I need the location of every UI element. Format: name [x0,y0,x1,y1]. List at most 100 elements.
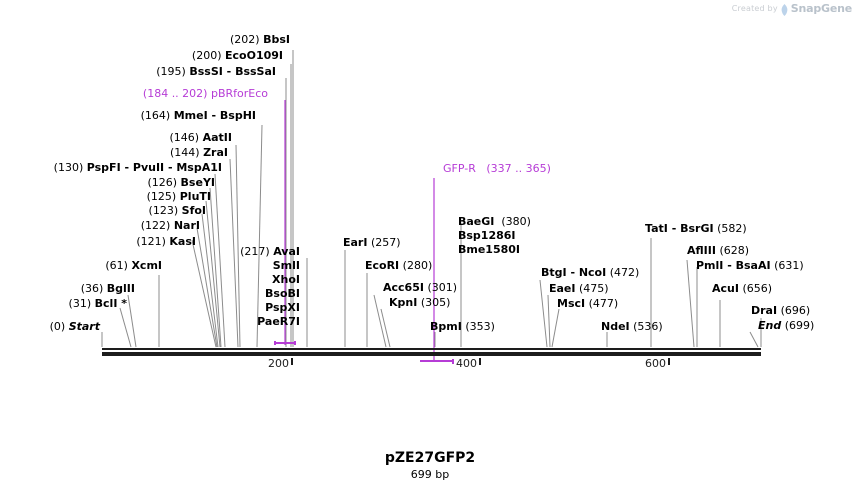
feature-label-gfpr[interactable]: GFP-R (337 .. 365) [443,163,551,175]
site-label-xcmi[interactable]: (61) XcmI [0,260,162,272]
site-pos-bsssi: (195) [156,65,186,78]
site-label-ecori[interactable]: EcoRI (280) [365,260,432,272]
leader-kasi [191,239,217,348]
site-label-ndei[interactable]: NdeI (536) [601,321,663,333]
site-label-avai-group[interactable]: (217) AvaI SmlI XhoI BsoBI PspXI PaeR7I [225,245,300,329]
site-pos-ecori: (280) [402,259,433,272]
site-enz-bseyi: BseYI [180,176,215,189]
site-label-bcli[interactable]: (31) BclI * [0,298,127,310]
site-label-start[interactable]: (0) Start [0,321,100,333]
site-label-kasi[interactable]: (121) KasI [0,236,196,248]
site-enz-afliii: AflIII [687,244,716,257]
site-enz-bcli: BclI * [94,297,127,310]
site-pos-nari: (122) [140,219,171,232]
site-label-pmli[interactable]: PmlI - BsaAI (631) [696,260,804,272]
feature-name-gfpr: GFP-R [443,162,476,175]
site-enz-start: Start [68,320,100,333]
site-label-bbsi[interactable]: (202) BbsI [0,34,290,46]
site-enz-pspxi: PspXI [265,301,300,314]
leader-acc65i [373,294,387,348]
site-pos-bbsi: (202) [230,33,260,46]
leader-pluti [205,200,221,348]
site-label-sfoi[interactable]: (123) SfoI [0,205,206,217]
site-label-aatii[interactable]: (146) AatII [0,132,232,144]
leader-drai [749,331,759,348]
site-label-acc65i[interactable]: Acc65I (301) [383,282,457,294]
site-label-bglii[interactable]: (36) BglII [0,283,135,295]
site-enz-bsobi: BsoBI [265,287,300,300]
site-label-drai[interactable]: DraI (696) [751,305,810,317]
site-enz-eari: EarI [343,236,368,249]
site-pos-bpmi: (353) [465,320,495,333]
feature-label-pbrforeco[interactable]: (184 .. 202) pBRforEco [0,88,268,100]
site-enz-bme1580i: Bme1580I [458,243,521,256]
site-label-nari[interactable]: (122) NarI [0,220,200,232]
site-pos-bcli: (31) [68,297,92,310]
site-pos-ndei: (536) [633,320,663,333]
backbone-top-line [102,348,761,350]
site-enz-xcmi: XcmI [131,259,162,272]
site-enz-zrai: ZraI [203,146,228,159]
site-label-afliii[interactable]: AflIII (628) [687,245,749,257]
ruler-label-400: 400 [456,357,477,370]
leader-eaei [547,294,551,348]
leader-zrai [229,158,239,348]
site-label-msci[interactable]: MscI (477) [557,298,618,310]
site-pos-kasi: (121) [136,235,166,248]
site-label-bsssi[interactable]: (195) BssSI - BssSaI [0,66,276,78]
site-enz-end: End [758,319,782,332]
site-pos-bglii: (36) [80,282,104,295]
site-pos-btgi: (472) [609,266,640,279]
plasmid-length: 699 bp [410,468,450,481]
site-label-mmei[interactable]: (164) MmeI - BspHI [0,110,256,122]
site-label-bseyi[interactable]: (126) BseYI [0,177,215,189]
site-pos-xcmi: (61) [105,259,128,272]
site-enz-sfoi: SfoI [181,204,206,217]
site-enz-ndei: NdeI [601,320,630,333]
site-enz-bbsi: BbsI [263,33,290,46]
site-label-pspfi[interactable]: (130) PspFI - PvuII - MspA1I [0,162,222,174]
watermark-prefix: Created by [731,4,778,13]
site-enz-ecoo109i: EcoO109I [225,49,283,62]
site-pos-pmli: (631) [774,259,804,272]
site-label-end[interactable]: End (699) [758,320,814,332]
site-label-ecoo109i[interactable]: (200) EcoO109I [0,50,283,62]
site-enz-kasi: KasI [169,235,196,248]
leader-kpni [380,308,391,348]
site-label-btgi[interactable]: BtgI - NcoI (472) [541,267,639,279]
site-pos-acc65i: (301) [427,281,458,294]
site-label-kpni[interactable]: KpnI (305) [389,297,450,309]
site-enz-paer7i: PaeR7I [257,315,300,328]
leader-bcli [119,307,132,348]
site-pos-kpni: (305) [420,296,451,309]
site-enz-ecori: EcoRI [365,259,400,272]
site-enz-nari: NarI [173,219,200,232]
site-label-baegi-group[interactable]: BaeGI (380) Bsp1286I Bme1580I [458,215,531,257]
site-enz-pluti: PluTI [179,190,211,203]
site-label-acui[interactable]: AcuI (656) [712,283,772,295]
site-label-bpmi[interactable]: BpmI (353) [430,321,495,333]
feature-name-pbrforeco: pBRforEco [210,87,268,100]
leader-pspfi [214,173,226,348]
site-enz-bglii: BglII [106,282,135,295]
site-enz-kpni: KpnI [389,296,418,309]
feature-gfpr-shape [420,359,454,364]
site-label-tati[interactable]: TatI - BsrGI (582) [645,223,747,235]
site-label-zrai[interactable]: (144) ZraI [0,147,228,159]
leader-sfoi [201,213,219,348]
site-label-eari[interactable]: EarI (257) [343,237,401,249]
ruler-tick-400 [479,358,481,365]
watermark-brand: SnapGene [790,2,852,15]
site-label-eaei[interactable]: EaeI (475) [549,283,609,295]
site-enz-mmei: MmeI - BspHI [173,109,256,122]
snapgene-watermark: Created by SnapGene [731,2,852,16]
site-pos-mmei: (164) [140,109,171,122]
site-enz-bsp1286i: Bsp1286I [458,229,516,242]
ruler-label-200: 200 [268,357,289,370]
site-label-pluti[interactable]: (125) PluTI [0,191,211,203]
site-enz-smli: SmlI [272,259,300,272]
site-pos-aatii: (146) [169,131,200,144]
leader-btgi [539,279,548,348]
